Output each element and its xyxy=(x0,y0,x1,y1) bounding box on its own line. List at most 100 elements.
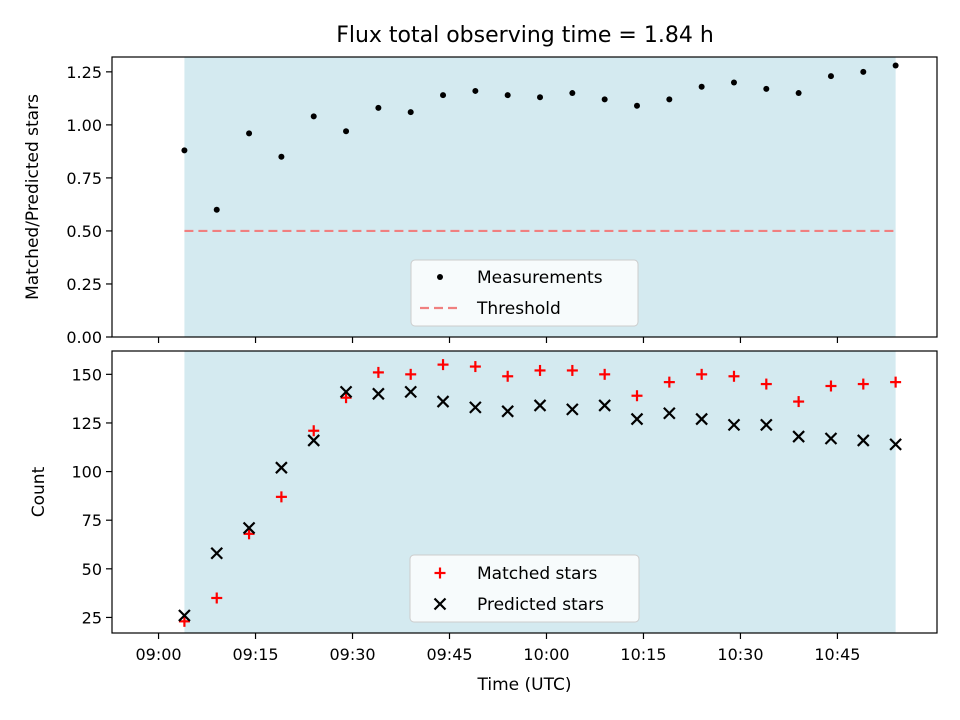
matched-star-point xyxy=(469,361,481,373)
bottom-y-tick-label: 50 xyxy=(82,560,102,579)
top-y-axis: 0.00 0.25 0.50 0.75 1.00 1.25 xyxy=(66,63,112,347)
top-y-tick-label: 1.00 xyxy=(66,116,102,135)
top-panel: 0.00 0.25 0.50 0.75 1.00 1.25 Matched/Predict… xyxy=(23,56,938,347)
predicted-star-point xyxy=(695,412,708,426)
matched-star-point xyxy=(760,378,772,390)
predicted-star-point xyxy=(210,546,224,560)
measurement-point xyxy=(440,92,447,99)
x-marker-b xyxy=(436,395,450,408)
matched-star-point xyxy=(825,380,837,392)
predicted-star-point xyxy=(792,430,805,443)
top-legend-box xyxy=(410,259,639,327)
predicted-star-point xyxy=(889,438,902,451)
legend-predicted-label: Predicted stars xyxy=(477,595,604,615)
bottom-x-tick-label: 09:30 xyxy=(329,645,375,664)
predicted-star-point xyxy=(533,399,547,412)
matched-star-point xyxy=(663,376,675,388)
predicted-star-point xyxy=(372,387,385,401)
bottom-legend-box xyxy=(409,554,640,623)
predicted-star-point xyxy=(501,405,514,418)
bottom-y-tick-label: 150 xyxy=(71,365,102,384)
predicted-star-point xyxy=(436,395,450,408)
x-marker-b xyxy=(663,406,676,420)
x-marker-b xyxy=(404,385,417,399)
predicted-star-point xyxy=(307,434,321,447)
predicted-star-point xyxy=(275,461,288,474)
measurement-point xyxy=(698,83,705,90)
measurement-point xyxy=(601,96,608,103)
x-marker-b xyxy=(178,609,191,622)
measurement-point xyxy=(504,92,511,99)
bottom-x-tick-label: 09:15 xyxy=(232,645,278,664)
predicted-star-point xyxy=(760,418,773,432)
measurement-point xyxy=(213,206,220,213)
top-y-axis-label: Matched/Predicted stars xyxy=(23,94,43,300)
measurement-point xyxy=(310,113,317,120)
legend-matched-marker xyxy=(434,567,446,579)
legend-matched-label: Matched stars xyxy=(477,564,597,584)
x-marker-b xyxy=(372,387,385,401)
bottom-y-axis: 25 50 75 100 125 150 xyxy=(71,365,112,627)
matched-star-point xyxy=(857,378,869,390)
predicted-star-point xyxy=(404,385,417,399)
matched-star-point xyxy=(599,368,611,380)
legend-threshold-label: Threshold xyxy=(476,299,561,319)
predicted-star-point xyxy=(630,412,644,426)
predicted-star-point xyxy=(824,432,838,445)
top-y-tick-label: 0.50 xyxy=(66,222,102,241)
x-marker-b xyxy=(275,461,288,474)
bottom-x-tick-label: 10:15 xyxy=(620,645,666,664)
measurement-points xyxy=(181,62,899,213)
measurement-point xyxy=(763,85,770,92)
bottom-panel: 25 50 75 100 125 150 09:00 09:15 09:30 09:45 10:0… xyxy=(29,350,938,695)
x-marker-b xyxy=(501,405,514,418)
x-marker-b xyxy=(630,412,644,426)
predicted-star-point xyxy=(242,521,256,535)
measurement-point xyxy=(407,109,414,116)
x-marker-b xyxy=(792,430,805,443)
measurement-point xyxy=(666,96,673,103)
matched-stars-points xyxy=(178,359,902,627)
bottom-y-tick-label: 125 xyxy=(71,414,102,433)
bottom-y-tick-label: 25 xyxy=(82,608,102,627)
bottom-legend: Matched stars Predicted stars xyxy=(409,554,640,623)
matched-star-point xyxy=(243,528,255,540)
legend-predicted-marker xyxy=(433,597,447,611)
measurement-point xyxy=(343,128,350,135)
top-x-ticks xyxy=(157,337,839,343)
x-marker-b xyxy=(598,399,611,412)
predicted-star-point xyxy=(339,385,353,399)
bottom-x-tick-label: 10:30 xyxy=(717,645,763,664)
bottom-y-axis-label: Count xyxy=(29,466,49,517)
bottom-x-tick-label: 10:00 xyxy=(523,645,569,664)
top-y-tick-label: 0.00 xyxy=(66,328,102,347)
x-axis-label: Time (UTC) xyxy=(477,675,572,695)
matched-star-point xyxy=(437,359,449,371)
measurement-point xyxy=(246,130,253,137)
matched-star-point xyxy=(372,366,384,378)
measurement-point xyxy=(827,73,834,80)
top-axes-frame xyxy=(111,56,938,338)
measurement-point xyxy=(730,79,737,86)
x-marker-b xyxy=(433,597,447,611)
matched-star-point xyxy=(211,592,223,604)
predicted-star-point xyxy=(598,399,611,412)
x-marker-b xyxy=(307,434,321,447)
x-marker-b xyxy=(242,521,256,535)
measurement-point xyxy=(537,94,544,101)
matched-star-point xyxy=(340,392,352,404)
measurement-point xyxy=(278,153,285,160)
legend-measurements-marker xyxy=(437,274,443,280)
matched-star-point xyxy=(178,615,190,627)
predicted-star-point xyxy=(178,609,191,622)
matched-star-point xyxy=(566,364,578,376)
x-marker-b xyxy=(566,403,579,416)
x-marker-b xyxy=(339,385,353,399)
top-y-tick-label: 0.75 xyxy=(66,169,102,188)
legend-measurements-label: Measurements xyxy=(477,268,603,288)
top-y-tick-label: 1.25 xyxy=(66,63,102,82)
predicted-star-point xyxy=(566,403,579,416)
x-marker-b xyxy=(760,418,773,432)
x-marker-b xyxy=(695,412,708,426)
predicted-star-point xyxy=(857,434,870,447)
